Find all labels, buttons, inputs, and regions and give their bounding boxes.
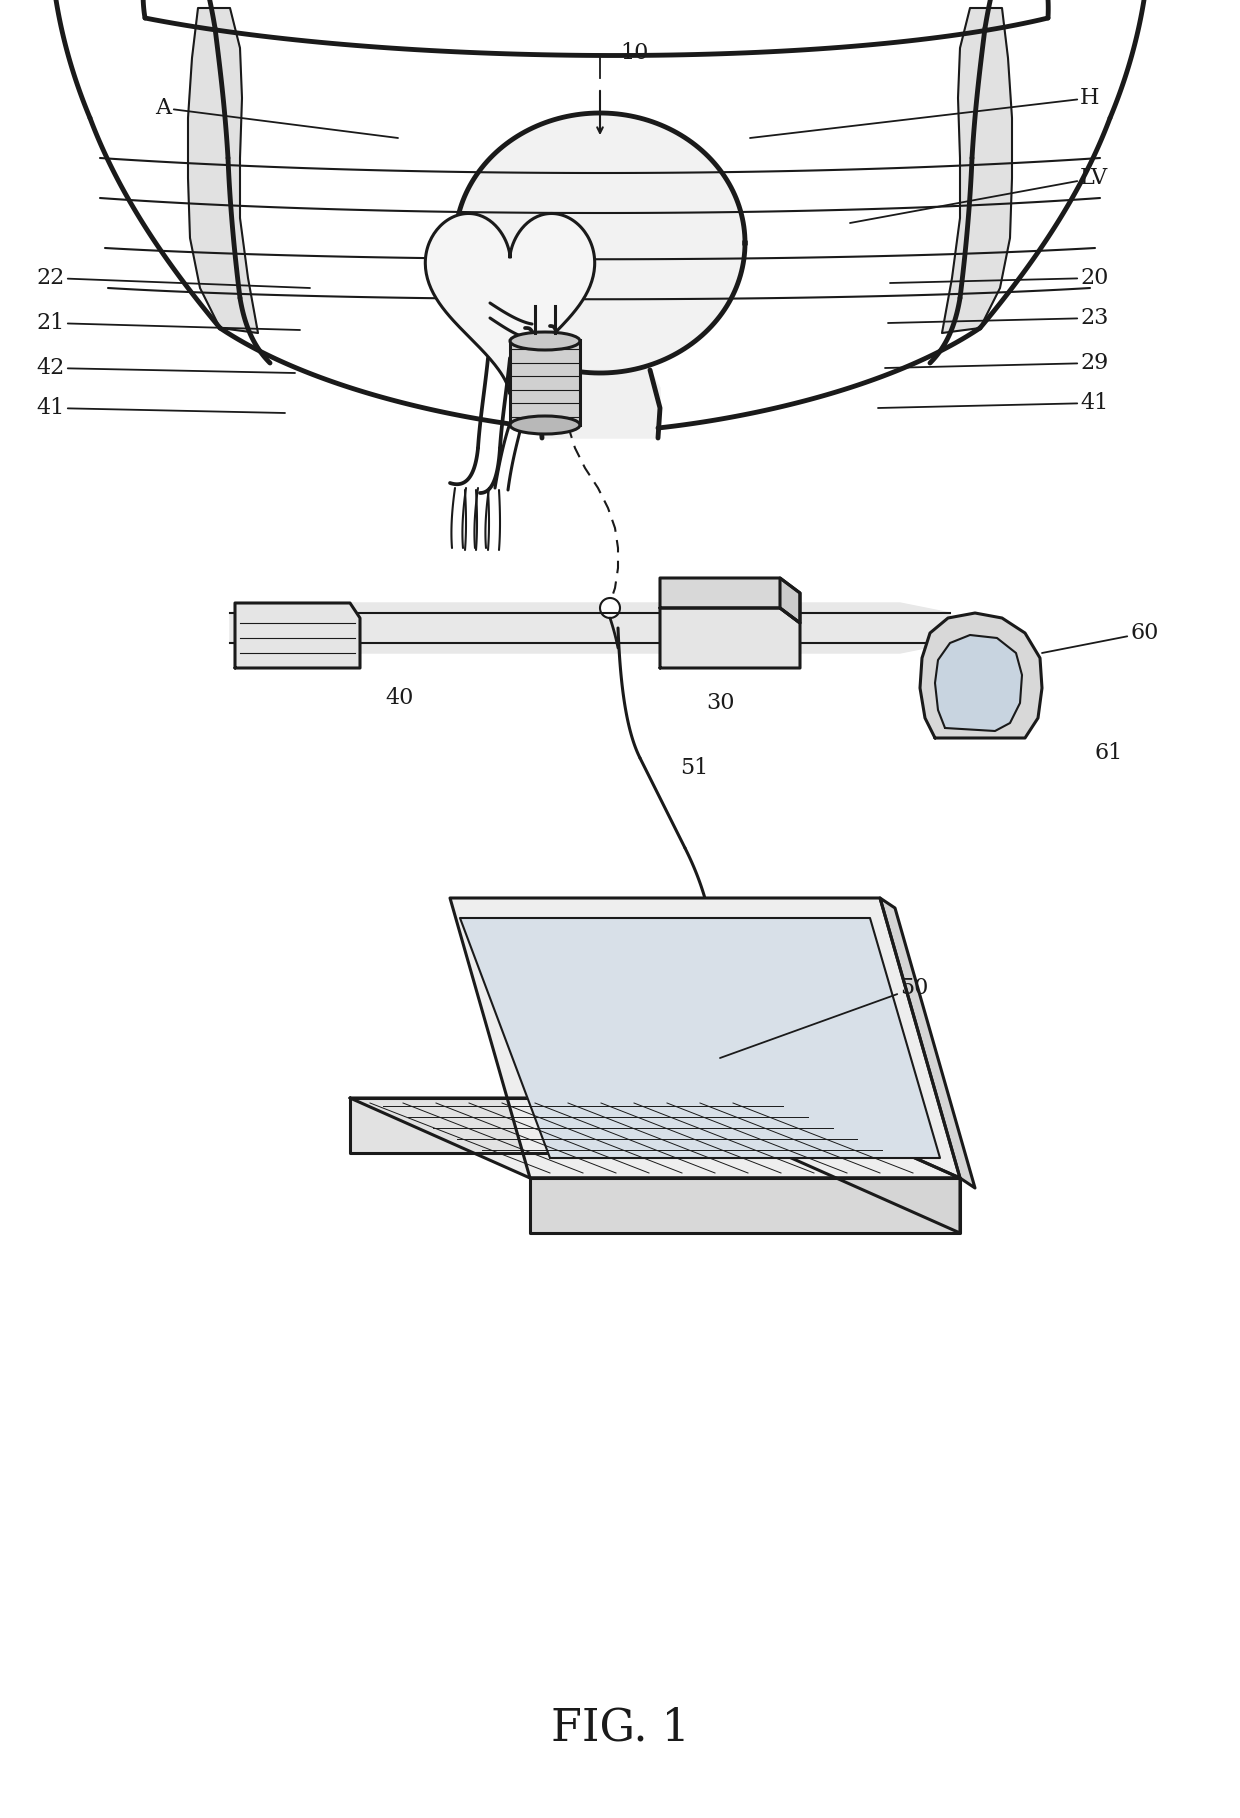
Polygon shape: [780, 1098, 960, 1233]
Text: 23: 23: [888, 307, 1109, 329]
Bar: [510, 340, 580, 425]
Polygon shape: [350, 1098, 960, 1178]
Polygon shape: [920, 613, 1042, 738]
Polygon shape: [529, 1178, 960, 1233]
Polygon shape: [188, 7, 258, 333]
Text: A: A: [155, 96, 398, 138]
Text: 50: 50: [720, 976, 929, 1058]
Text: 20: 20: [890, 267, 1109, 289]
Ellipse shape: [510, 333, 580, 351]
Text: 29: 29: [885, 353, 1109, 375]
Polygon shape: [229, 604, 950, 653]
Polygon shape: [460, 918, 940, 1158]
Circle shape: [600, 598, 620, 618]
Polygon shape: [539, 371, 660, 438]
Text: H: H: [750, 87, 1100, 138]
Polygon shape: [236, 604, 360, 667]
Polygon shape: [450, 898, 960, 1178]
Polygon shape: [350, 1098, 780, 1153]
Text: 51: 51: [680, 756, 708, 778]
Text: LV: LV: [849, 167, 1109, 224]
Polygon shape: [780, 578, 800, 624]
Text: 60: 60: [1042, 622, 1158, 653]
Text: 21: 21: [37, 313, 300, 335]
Text: 40: 40: [386, 687, 414, 709]
Text: 42: 42: [37, 356, 295, 378]
Polygon shape: [880, 898, 975, 1187]
Ellipse shape: [510, 416, 580, 435]
Polygon shape: [935, 634, 1022, 731]
Text: 22: 22: [37, 267, 310, 289]
Polygon shape: [942, 7, 1012, 333]
Text: 61: 61: [1095, 742, 1123, 764]
Polygon shape: [660, 578, 800, 624]
Text: FIG. 1: FIG. 1: [551, 1707, 689, 1749]
Text: 10: 10: [620, 42, 649, 64]
Polygon shape: [455, 113, 745, 373]
Text: 41: 41: [878, 393, 1109, 415]
Polygon shape: [660, 607, 800, 667]
Polygon shape: [425, 213, 595, 395]
Text: 41: 41: [37, 396, 285, 418]
Text: 30: 30: [706, 693, 734, 714]
